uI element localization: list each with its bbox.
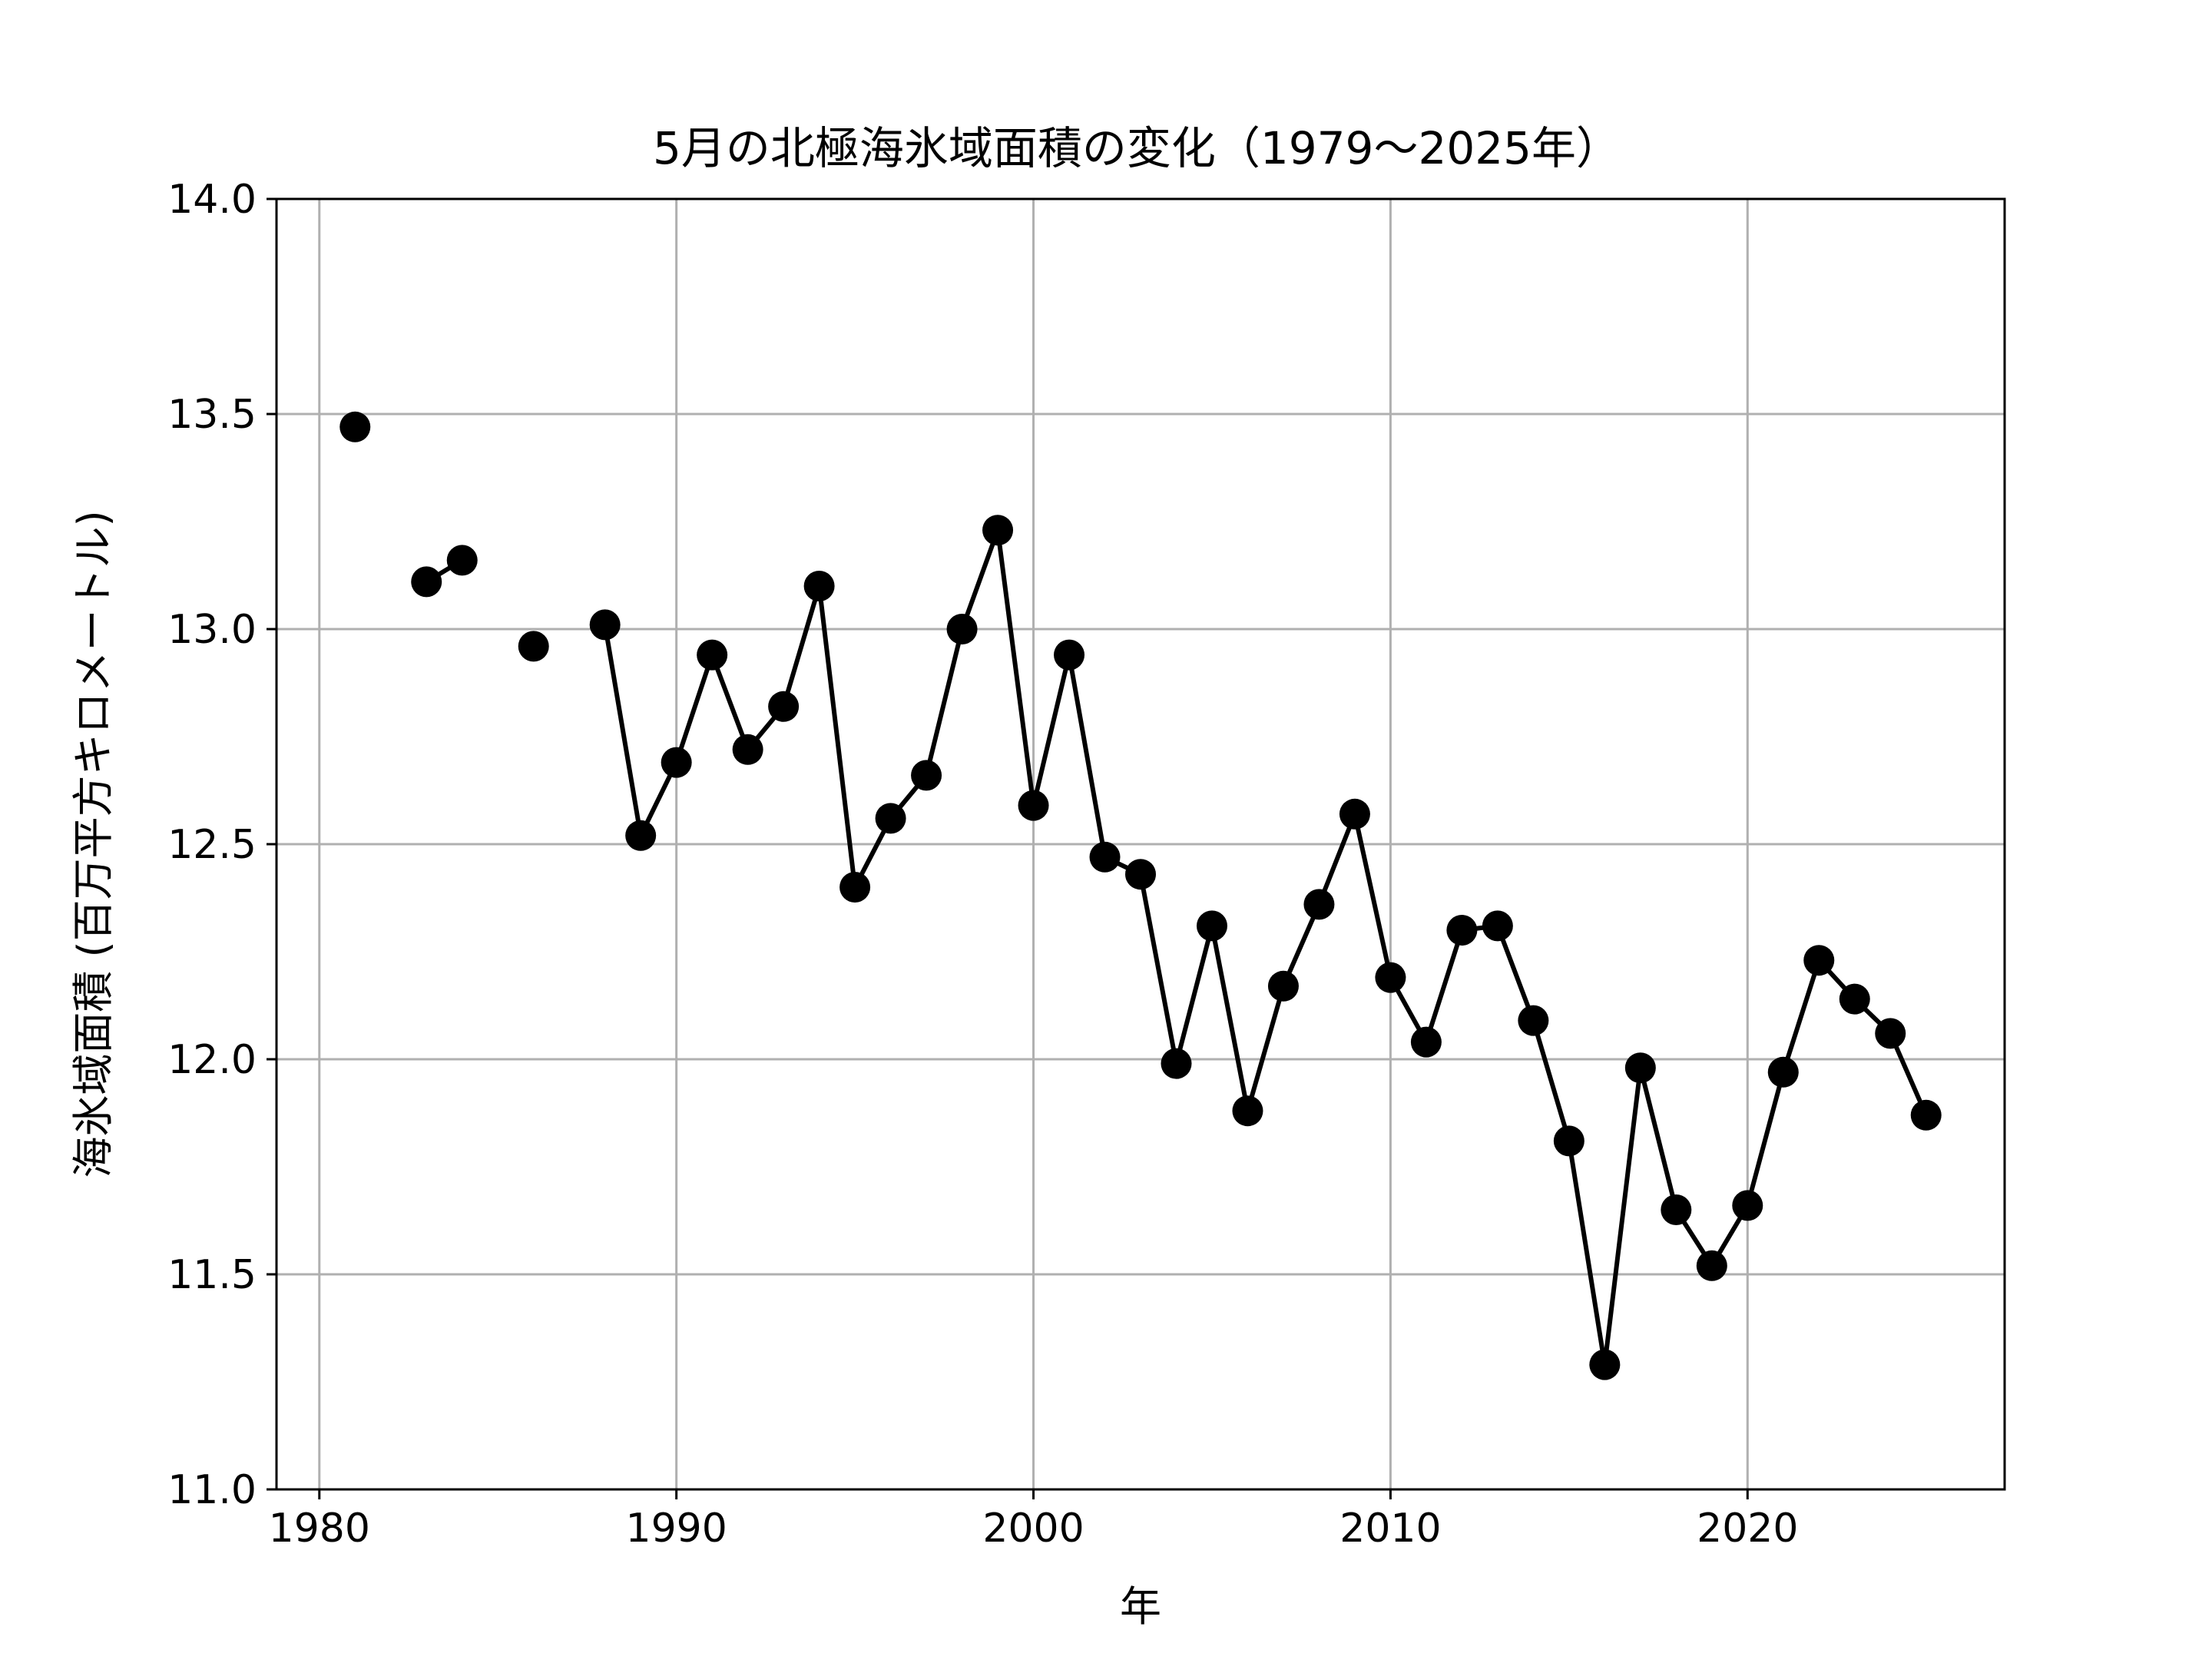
x-tick-label: 2020 — [1697, 1506, 1798, 1552]
data-point — [1303, 889, 1335, 920]
data-point — [1339, 798, 1370, 830]
y-tick-label: 11.5 — [167, 1252, 257, 1298]
data-point — [1553, 1125, 1584, 1157]
y-axis-ticks: 11.0 11.5 12.0 12.5 13.0 13.5 14.0 — [167, 177, 276, 1513]
data-point — [1125, 859, 1156, 890]
data-point — [1089, 841, 1121, 873]
data-point — [1375, 962, 1406, 993]
data-point — [625, 820, 657, 851]
data-point — [1518, 1005, 1549, 1036]
x-axis-ticks: 1980 1990 2000 2010 2020 — [269, 1489, 1798, 1552]
data-point — [1661, 1194, 1692, 1225]
y-tick-label: 12.0 — [167, 1037, 257, 1083]
chart-title: 5月の北極海氷域面積の変化（1979～2025年） — [653, 122, 1621, 174]
x-tick-label: 2010 — [1339, 1506, 1441, 1552]
data-point — [1410, 1026, 1442, 1058]
data-point — [1267, 970, 1299, 1002]
data-point — [1624, 1052, 1656, 1084]
x-axis-label: 年 — [1120, 1582, 1161, 1631]
data-point — [875, 803, 906, 834]
data-point — [589, 609, 621, 641]
x-tick-label: 1990 — [625, 1506, 727, 1552]
data-point — [1589, 1349, 1621, 1380]
data-point — [1054, 639, 1085, 671]
data-point — [1446, 915, 1478, 946]
data-point — [1161, 1048, 1192, 1079]
data-point — [911, 760, 942, 791]
data-point — [1018, 790, 1049, 821]
data-point — [661, 747, 692, 778]
y-axis-label: 海氷域面積 (百万平方キロメートル) — [69, 510, 118, 1178]
data-point — [1732, 1190, 1763, 1221]
data-point — [946, 614, 978, 644]
data-point — [1803, 945, 1835, 976]
data-point — [518, 631, 549, 662]
data-point — [411, 566, 442, 598]
data-point — [1839, 983, 1870, 1015]
data-point — [1875, 1018, 1906, 1049]
data-point — [982, 515, 1014, 546]
y-tick-label: 11.0 — [167, 1467, 257, 1513]
data-point — [1196, 910, 1227, 942]
x-tick-label: 2000 — [982, 1506, 1084, 1552]
data-point — [1910, 1099, 1942, 1131]
data-point — [1232, 1095, 1263, 1127]
data-point — [1696, 1250, 1727, 1281]
y-tick-label: 12.5 — [167, 822, 257, 868]
data-point — [732, 734, 763, 765]
data-point — [339, 411, 371, 442]
data-points — [339, 411, 1942, 1380]
y-tick-label: 13.5 — [167, 392, 257, 438]
data-point — [1482, 910, 1513, 942]
data-point — [697, 639, 728, 671]
data-point — [1767, 1056, 1799, 1088]
data-point — [768, 691, 800, 722]
y-tick-label: 13.0 — [167, 607, 257, 653]
x-tick-label: 1980 — [269, 1506, 370, 1552]
data-point — [446, 545, 478, 576]
y-tick-label: 14.0 — [167, 177, 257, 223]
data-point — [839, 872, 871, 903]
data-point — [803, 571, 835, 601]
